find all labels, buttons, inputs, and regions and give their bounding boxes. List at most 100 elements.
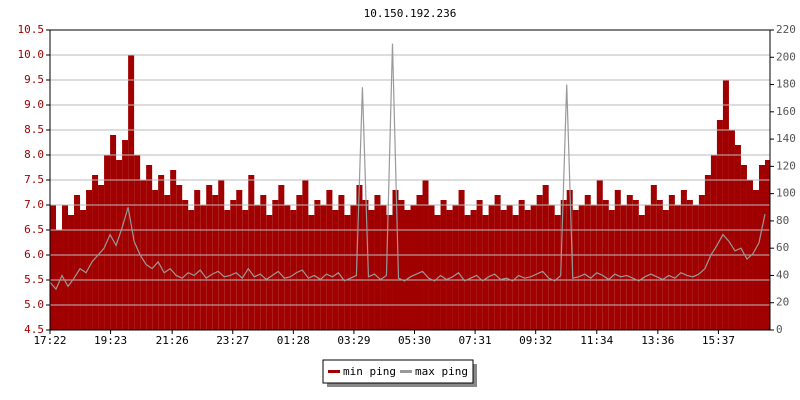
y-tick-label: 9.5 — [24, 73, 44, 86]
y2-tick-label: 220 — [776, 23, 796, 36]
bar — [500, 210, 507, 330]
legend-label: min ping — [343, 365, 396, 378]
bar — [308, 215, 315, 330]
x-tick-label: 17:22 — [33, 334, 66, 347]
bar — [530, 205, 537, 330]
bar — [374, 195, 381, 330]
bar — [734, 145, 741, 330]
bar — [398, 200, 405, 330]
bar — [650, 185, 657, 330]
bar — [128, 55, 135, 330]
bar — [716, 120, 723, 330]
x-tick-label: 11:34 — [580, 334, 613, 347]
y2-tick-label: 0 — [776, 323, 783, 336]
y-tick-label: 10.0 — [18, 48, 45, 61]
bar — [506, 205, 513, 330]
bar — [482, 215, 489, 330]
y-tick-label: 8.5 — [24, 123, 44, 136]
bar — [182, 200, 189, 330]
bar — [92, 175, 99, 330]
bar — [680, 190, 687, 330]
bar — [392, 190, 399, 330]
x-tick-label: 15:37 — [702, 334, 735, 347]
chart-title: 10.150.192.236 — [364, 7, 457, 20]
bar — [668, 195, 675, 330]
bar — [620, 205, 627, 330]
bar — [194, 190, 201, 330]
bar — [494, 195, 501, 330]
bar — [512, 215, 519, 330]
bar — [242, 210, 249, 330]
legend-label: max ping — [415, 365, 468, 378]
y2-tick-label: 180 — [776, 78, 796, 91]
bar — [614, 190, 621, 330]
bar — [410, 205, 417, 330]
bar — [428, 205, 435, 330]
bar — [278, 185, 285, 330]
bar — [380, 205, 387, 330]
bar — [638, 215, 645, 330]
bar — [116, 160, 123, 330]
bar — [518, 200, 525, 330]
bar — [50, 205, 57, 330]
x-tick-label: 23:27 — [216, 334, 249, 347]
bar — [434, 215, 441, 330]
y-tick-label: 6.0 — [24, 248, 44, 261]
bar — [284, 205, 291, 330]
bar — [122, 140, 129, 330]
bar — [758, 165, 765, 330]
y2-tick-label: 60 — [776, 241, 789, 254]
bar — [656, 200, 663, 330]
bar — [740, 165, 747, 330]
bar — [260, 195, 267, 330]
bar — [350, 205, 357, 330]
bar — [176, 185, 183, 330]
bar — [416, 195, 423, 330]
bar — [332, 210, 339, 330]
bar — [224, 210, 231, 330]
bar — [572, 210, 579, 330]
bar — [158, 175, 165, 330]
bar — [548, 205, 555, 330]
bar — [704, 175, 711, 330]
bar — [686, 200, 693, 330]
bar — [698, 195, 705, 330]
bar — [458, 190, 465, 330]
bar — [146, 165, 153, 330]
bar — [338, 195, 345, 330]
bar — [314, 200, 321, 330]
y-tick-label: 8.0 — [24, 148, 44, 161]
x-tick-label: 21:26 — [156, 334, 189, 347]
y2-tick-label: 120 — [776, 159, 796, 172]
bar — [110, 135, 117, 330]
bar — [170, 170, 177, 330]
bar — [662, 210, 669, 330]
bar — [446, 210, 453, 330]
x-tick-label: 03:29 — [337, 334, 370, 347]
y-tick-label: 10.5 — [18, 23, 45, 36]
bar — [296, 195, 303, 330]
bar — [464, 215, 471, 330]
bar — [290, 210, 297, 330]
y2-tick-label: 100 — [776, 187, 796, 200]
bar — [62, 205, 69, 330]
bar — [188, 210, 195, 330]
y2-tick-label: 40 — [776, 268, 789, 281]
bar — [590, 205, 597, 330]
y2-tick-label: 160 — [776, 105, 796, 118]
x-tick-label: 01:28 — [277, 334, 310, 347]
bar — [602, 200, 609, 330]
bar — [764, 160, 770, 330]
bar — [692, 205, 699, 330]
x-tick-label: 19:23 — [94, 334, 127, 347]
y-tick-label: 6.5 — [24, 223, 44, 236]
bar — [644, 205, 651, 330]
line — [49, 43, 766, 291]
bar — [152, 190, 159, 330]
bar — [536, 195, 543, 330]
bar — [440, 200, 447, 330]
bar — [320, 205, 327, 330]
bar — [200, 205, 207, 330]
bar — [632, 200, 639, 330]
